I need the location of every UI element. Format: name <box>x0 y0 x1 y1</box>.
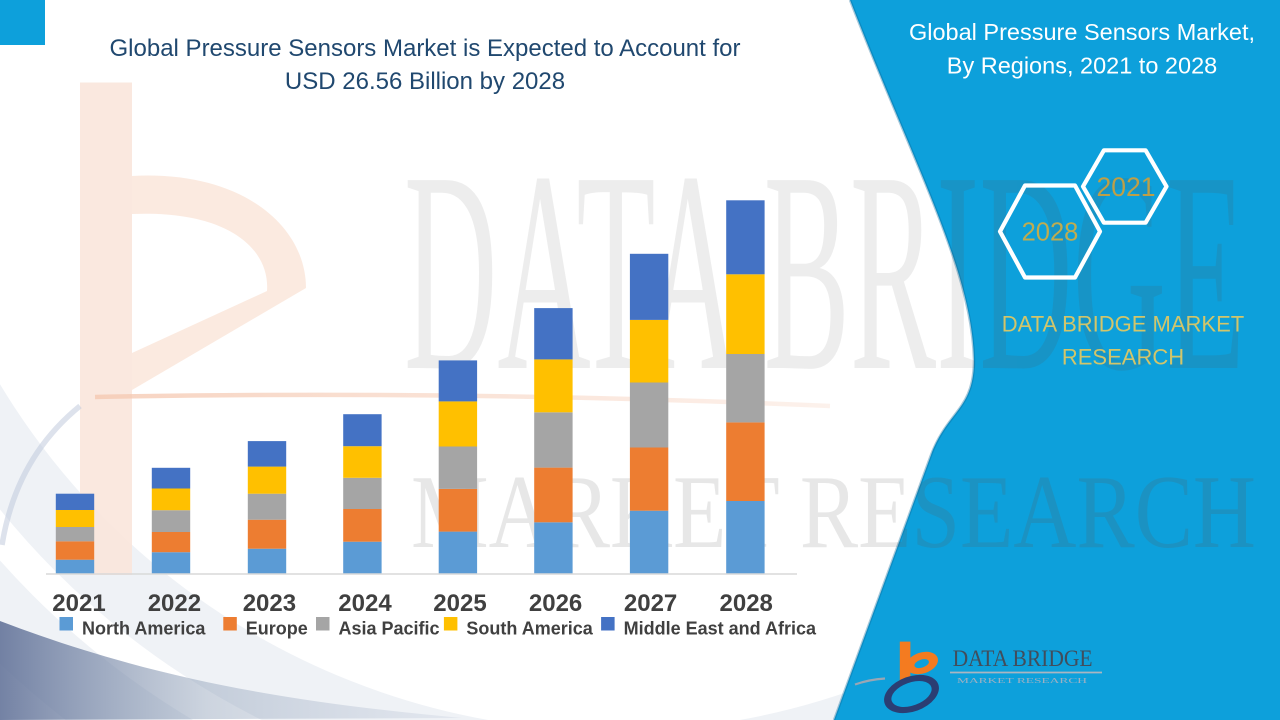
svg-text:2021: 2021 <box>52 590 105 617</box>
svg-text:Global Pressure Sensors Market: Global Pressure Sensors Market is Expect… <box>110 35 741 62</box>
svg-text:2024: 2024 <box>338 590 392 617</box>
svg-text:2028: 2028 <box>1022 219 1079 247</box>
svg-text:DATA BRIDGE MARKET: DATA BRIDGE MARKET <box>1002 312 1244 337</box>
svg-text:By Regions, 2021 to 2028: By Regions, 2021 to 2028 <box>947 53 1217 79</box>
svg-text:USD 26.56 Billion by 2028: USD 26.56 Billion by 2028 <box>285 68 565 95</box>
svg-text:Middle East and Africa: Middle East and Africa <box>624 619 817 639</box>
svg-text:DATA BRIDGE: DATA BRIDGE <box>953 646 1093 671</box>
svg-text:MARKET RESEARCH: MARKET RESEARCH <box>957 676 1088 685</box>
svg-text:South America: South America <box>466 619 593 639</box>
svg-text:2022: 2022 <box>148 590 201 617</box>
svg-text:Europe: Europe <box>246 619 308 639</box>
svg-text:North America: North America <box>82 619 206 639</box>
svg-text:2026: 2026 <box>529 590 582 617</box>
svg-text:Global Pressure Sensors Market: Global Pressure Sensors Market, <box>909 19 1255 45</box>
svg-text:RESEARCH: RESEARCH <box>1062 345 1184 370</box>
svg-text:2028: 2028 <box>720 590 773 617</box>
svg-text:2023: 2023 <box>243 590 296 617</box>
svg-text:2021: 2021 <box>1097 172 1156 202</box>
svg-text:2025: 2025 <box>433 590 486 617</box>
svg-text:Asia Pacific: Asia Pacific <box>339 619 440 639</box>
svg-text:2027: 2027 <box>624 590 677 617</box>
